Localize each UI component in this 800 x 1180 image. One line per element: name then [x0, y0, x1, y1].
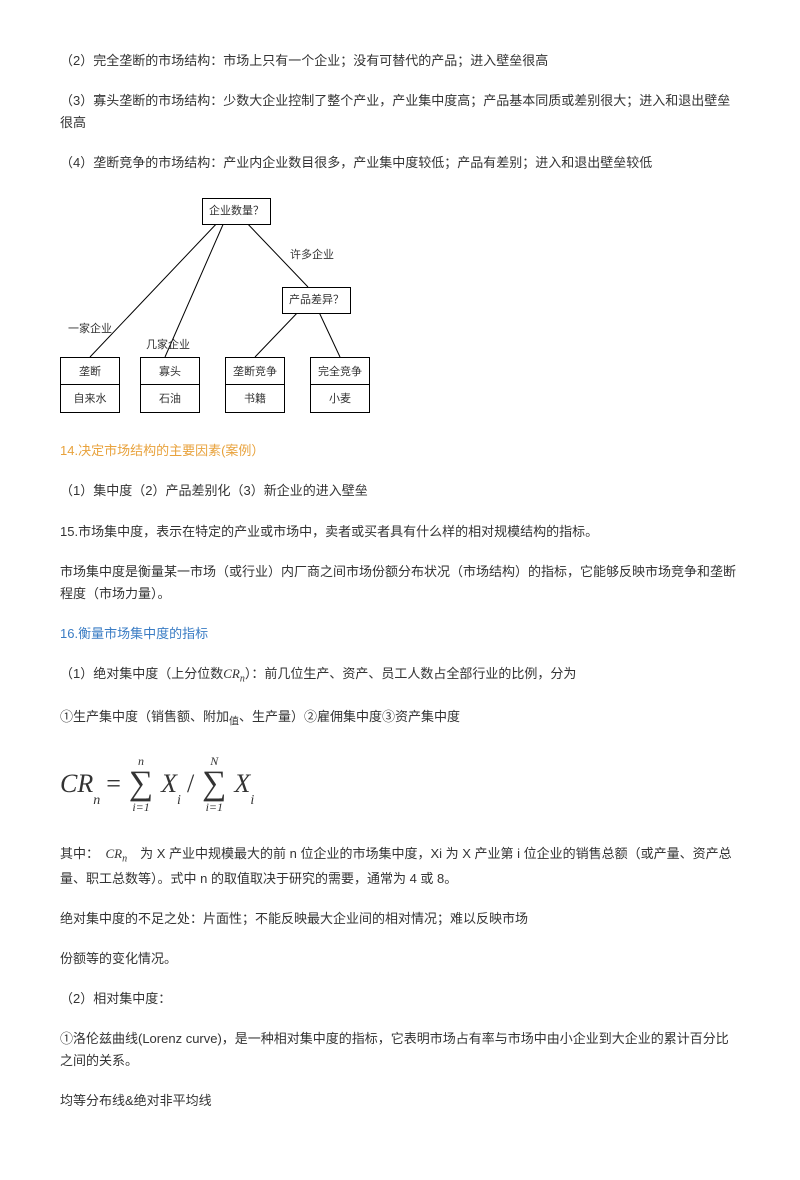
formula-x1: X [161, 769, 177, 798]
cell-perfect-comp: 完全竞争 [310, 357, 370, 385]
node-enterprise-count: 企业数量？ [202, 198, 271, 225]
formula-sum1: n ∑ i=1 [129, 755, 153, 813]
para-lorenz: ①洛伦兹曲线(Lorenz curve)，是一种相对集中度的指标，它表明市场占有… [60, 1028, 740, 1072]
label-one-firm: 一家企业 [68, 320, 112, 339]
text-types-c: 、生产量）②雇佣集中度③资产集中度 [239, 709, 460, 724]
formula-x2: X [234, 769, 250, 798]
formula-slash: / [187, 762, 194, 806]
cell-monopoly: 垄断 [60, 357, 120, 385]
label-many-firms: 许多企业 [290, 246, 334, 265]
inline-crn-2: CRn [106, 846, 128, 861]
text-where-b: 为 X 产业中规模最大的前 n 位企业的市场集中度，Xi 为 X 产业第 i 位… [60, 846, 732, 886]
para-shortcoming-2: 份额等的变化情况。 [60, 948, 740, 970]
formula-crn: CRn = n ∑ i=1 Xi / N ∑ i=1 Xi [60, 755, 740, 813]
cell-monop-comp: 垄断竞争 [225, 357, 285, 385]
para-lines: 均等分布线&绝对非平均线 [60, 1090, 740, 1112]
text-abs-conc-a: （1）绝对集中度（上分位数 [60, 666, 223, 681]
para-concentration-def: 市场集中度是衡量某一市场（或行业）内厂商之间市场份额分布状况（市场结构）的指标，… [60, 561, 740, 605]
decision-tree-diagram: 企业数量？ 许多企业 产品差异？ 一家企业 几家企业 垄断 自来水 寡头 石油 … [60, 192, 440, 422]
node-product-diff: 产品差异？ [282, 287, 351, 314]
para-formula-explain: 其中： CRn 为 X 产业中规模最大的前 n 位企业的市场集中度，Xi 为 X… [60, 843, 740, 890]
heading-16: 16.衡量市场集中度的指标 [60, 623, 740, 645]
formula-sum2: N ∑ i=1 [202, 755, 226, 813]
formula-n: n [93, 793, 100, 808]
cell-wheat: 小麦 [310, 385, 370, 413]
inline-crn: CRn [223, 666, 245, 681]
para-2: （2）完全垄断的市场结构：市场上只有一个企业；没有可替代的产品；进入壁垒很高 [60, 50, 740, 72]
label-few-firms: 几家企业 [146, 336, 190, 355]
para-15: 15.市场集中度，表示在特定的产业或市场中，卖者或买者具有什么样的相对规模结构的… [60, 521, 740, 543]
heading-14: 14.决定市场结构的主要因素(案例） [60, 440, 740, 462]
para-relative-conc: （2）相对集中度： [60, 988, 740, 1010]
para-conc-types: ①生产集中度（销售额、附加值、生产量）②雇佣集中度③资产集中度 [60, 706, 740, 731]
para-4: （4）垄断竞争的市场结构：产业内企业数目很多，产业集中度较低；产品有差别；进入和… [60, 152, 740, 174]
text-abs-conc-b: ）：前几位生产、资产、员工人数占全部行业的比例，分为 [245, 666, 577, 681]
para-shortcoming-1: 绝对集中度的不足之处：片面性；不能反映最大企业间的相对情况；难以反映市场 [60, 908, 740, 930]
formula-eq: = [106, 762, 121, 806]
cell-books: 书籍 [225, 385, 285, 413]
text-types-sub: 值 [229, 716, 239, 727]
formula-cr: CR [60, 769, 93, 798]
para-3: （3）寡头垄断的市场结构：少数大企业控制了整个产业，产业集中度高；产品基本同质或… [60, 90, 740, 134]
text-types-a: ①生产集中度（销售额、附加 [60, 709, 229, 724]
para-factors: （1）集中度（2）产品差别化（3）新企业的进入壁垒 [60, 480, 740, 502]
cell-oligopoly: 寡头 [140, 357, 200, 385]
formula-i1: i [177, 793, 181, 808]
formula-i2: i [250, 793, 254, 808]
para-absolute-conc: （1）绝对集中度（上分位数CRn）：前几位生产、资产、员工人数占全部行业的比例，… [60, 663, 740, 688]
cell-oil: 石油 [140, 385, 200, 413]
text-where-a: 其中： [60, 846, 106, 861]
cell-water: 自来水 [60, 385, 120, 413]
